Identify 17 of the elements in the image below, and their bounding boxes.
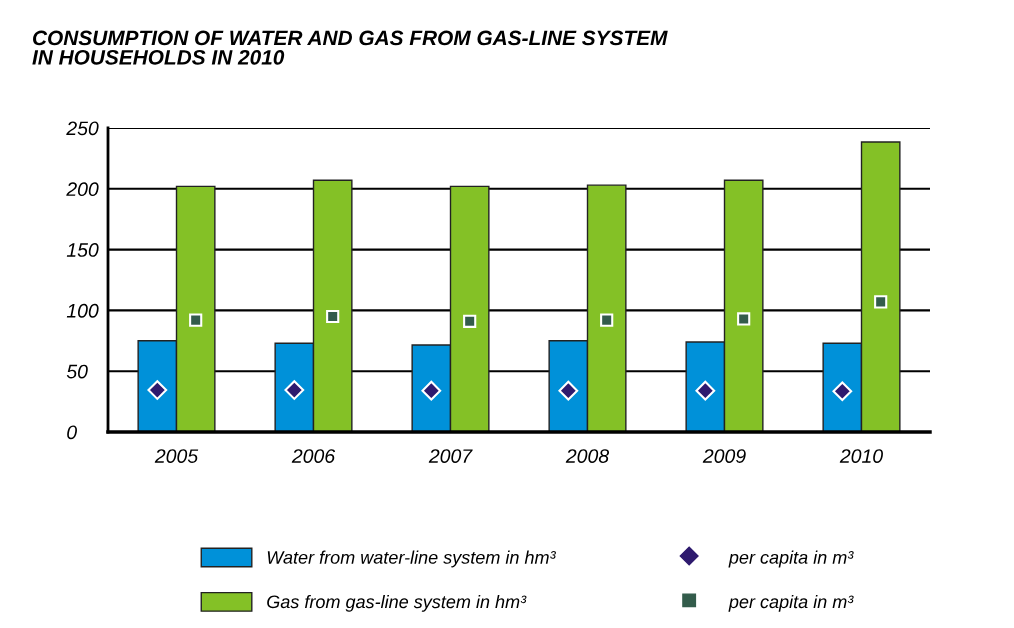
x-tick-label: 2006 — [291, 449, 336, 463]
legend-label: per capita in m³ — [728, 550, 854, 568]
legend-label: per capita in m³ — [728, 594, 854, 612]
x-tick-label: 2010 — [839, 449, 883, 463]
y-tick-label: 0 — [67, 425, 77, 440]
y-tick-label: 100 — [66, 303, 99, 318]
x-tick-label: 2005 — [154, 449, 199, 463]
y-tick-label: 50 — [66, 364, 88, 379]
legend-label: Gas from gas-line system in hm³ — [267, 594, 527, 612]
legend-label: Water from water-line system in hm³ — [267, 550, 556, 568]
x-tick-label: 2007 — [428, 449, 473, 463]
chart-title: CONSUMPTION OF WATER AND GAS FROM GAS-LINE SYSTEM IN HOUSEHOLDS IN 2010 — [32, 30, 668, 65]
y-tick-label: 150 — [66, 243, 99, 257]
y-tick-label: 200 — [66, 182, 99, 197]
x-tick-label: 2008 — [565, 449, 610, 463]
y-tick-label: 250 — [66, 121, 99, 136]
x-tick-label: 2009 — [702, 449, 746, 463]
